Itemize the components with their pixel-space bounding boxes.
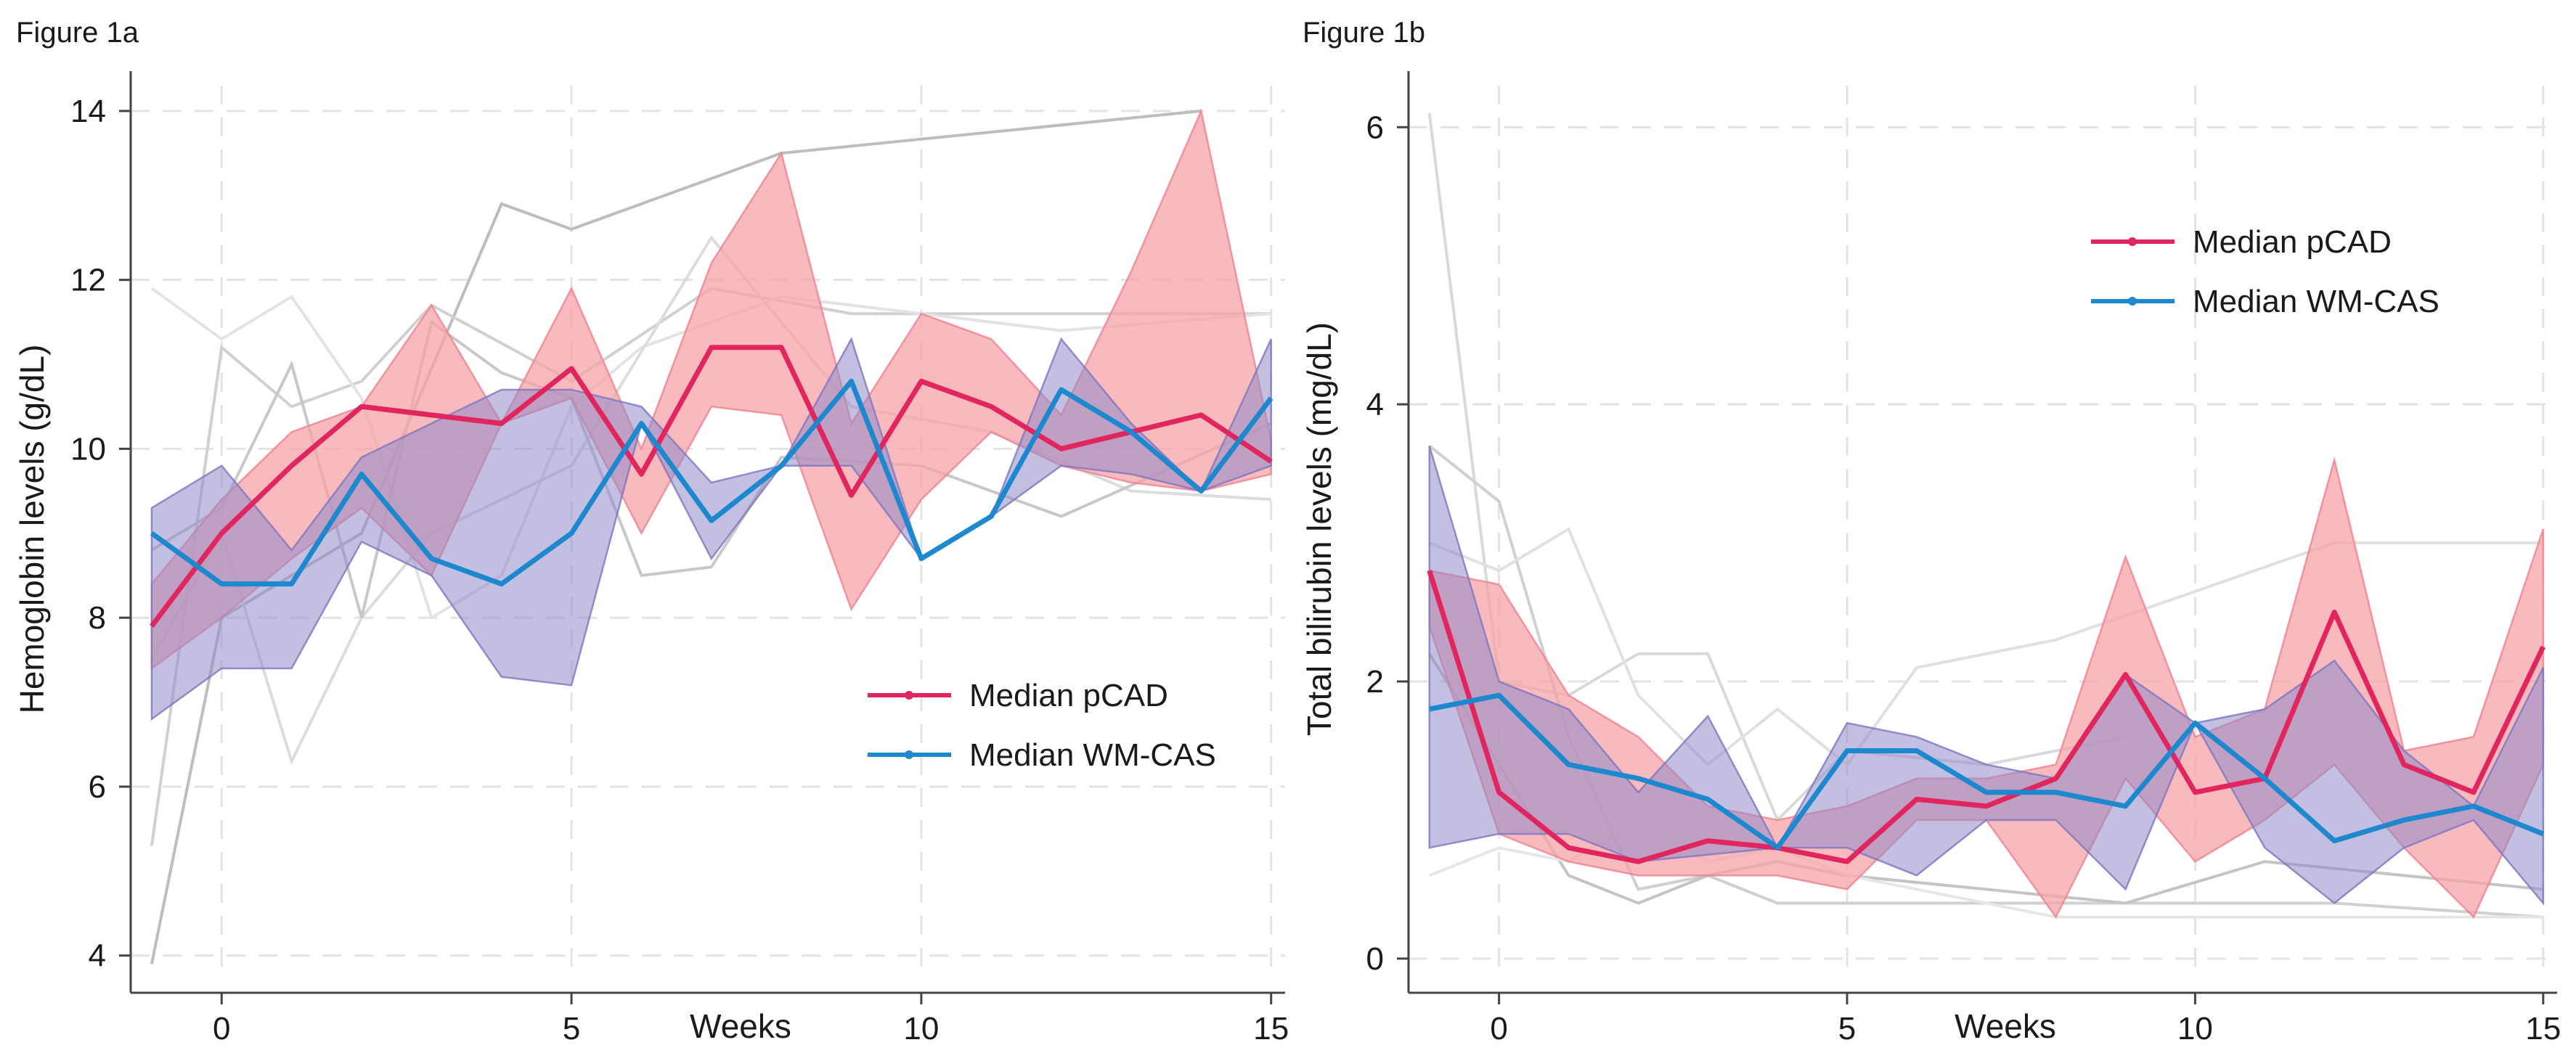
panel-b-xtick-label-2: 10 [2177, 1011, 2213, 1046]
panel-a-ytick-label-3: 10 [70, 431, 106, 467]
panel-a-y-axis-title: Hemoglobin levels (g/dL) [13, 345, 51, 714]
panel-a-xtick-label-2: 10 [903, 1011, 939, 1046]
panel-b-ytick-label-0: 0 [1366, 941, 1384, 977]
panel-b-individual-line-2 [1429, 527, 2543, 767]
panel-b-title: Figure 1b [1303, 17, 1425, 49]
panel-b-y-axis-title: Total bilirubin levels (mg/dL) [1300, 322, 1338, 736]
panel-b-xtick-label-3: 15 [2525, 1011, 2561, 1046]
panel-a-xtick-label-1: 5 [563, 1011, 580, 1046]
panel-b-xtick-label-0: 0 [1490, 1011, 1507, 1046]
panel-b-chart: Figure 1b 0 5 10 15 0 2 4 6 Total bilirubin level… [1300, 17, 2561, 1046]
panel-a-ytick-label-4: 12 [70, 263, 106, 298]
panel-b-ytick-label-3: 6 [1366, 110, 1384, 145]
panel-a-legend-marker-wmcas [905, 750, 913, 759]
panel-a-title: Figure 1a [16, 17, 139, 49]
panel-a-x-axis-title: Weeks [690, 1007, 791, 1045]
panel-a-chart: Figure 1a 0 5 10 15 4 6 8 10 12 14 Hemoglobin level… [13, 17, 1289, 1046]
panel-b-individual-line-1 [1428, 444, 2543, 919]
panel-b-legend-label-wmcas: Median WM-CAS [2193, 284, 2440, 319]
panel-a-ytick-label-1: 6 [89, 769, 106, 805]
panel-b-ytick-label-1: 2 [1366, 664, 1384, 700]
panel-b-median-line-pcad [1427, 570, 2546, 864]
panel-a-median-line-pcad [150, 345, 1273, 628]
panel-a-ytick-label-5: 14 [70, 94, 106, 129]
panel-b-legend-label-pcad: Median pCAD [2193, 224, 2392, 260]
panel-b-iqr-band-wmcas [1428, 446, 2545, 906]
panel-b-median-line-wmcas [1429, 692, 2545, 851]
panel-b-xtick-label-1: 5 [1838, 1011, 1856, 1046]
panel-a-legend-label-wmcas: Median WM-CAS [969, 737, 1216, 773]
panel-a-ytick-label-0: 4 [89, 938, 106, 974]
panel-a-legend-marker-pcad [905, 691, 913, 700]
panel-a-ytick-label-2: 8 [89, 600, 106, 636]
panel-b-x-axis-title: Weeks [1955, 1007, 2056, 1045]
panel-a-legend-label-pcad: Median pCAD [969, 678, 1168, 713]
panel-a-xtick-label-0: 0 [213, 1011, 230, 1046]
panel-b-ytick-label-2: 4 [1366, 387, 1384, 422]
panel-b-legend-marker-pcad [2128, 237, 2137, 246]
panel-b-legend-marker-wmcas [2128, 297, 2137, 306]
panel-a-xtick-label-3: 15 [1253, 1011, 1289, 1046]
panel-a-median-line-wmcas [150, 378, 1273, 587]
